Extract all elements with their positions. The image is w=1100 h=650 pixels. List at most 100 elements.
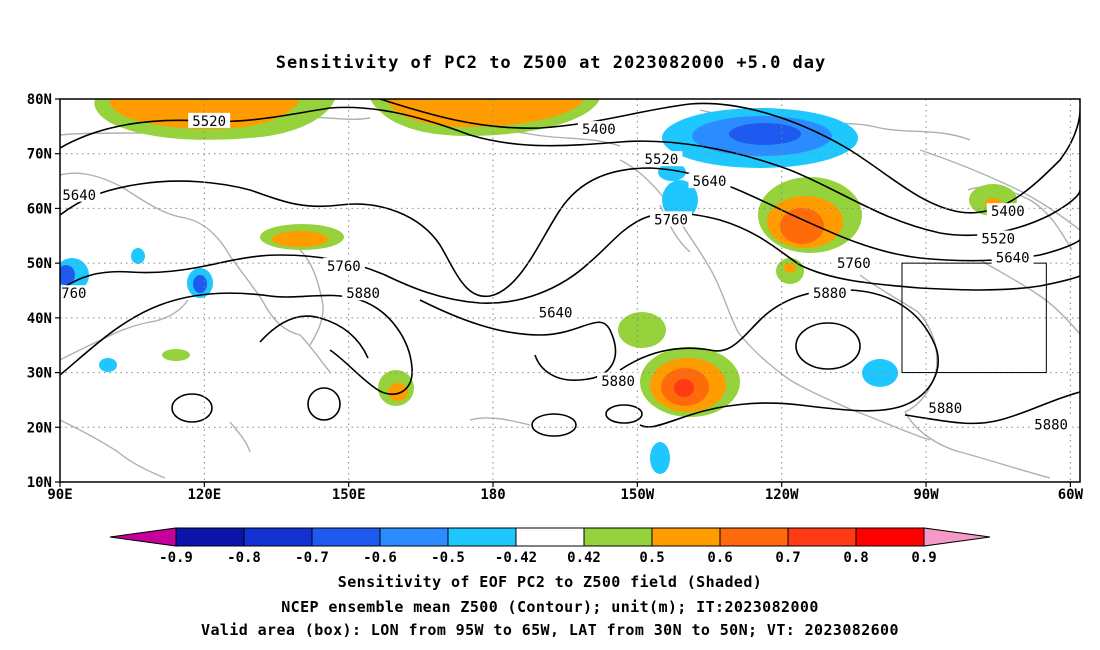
shade-alaska-negative <box>662 180 698 220</box>
contour-label-15: 5880 <box>601 374 635 390</box>
contour-label-2: 5520 <box>645 152 679 168</box>
lon-tick-label-4: 150W <box>620 487 654 503</box>
contour-label-bg-3 <box>60 186 101 202</box>
colorbar-label-0: -0.9 <box>159 550 193 566</box>
lat-tick-label-2: 60N <box>27 201 52 217</box>
contour-label-bg-16 <box>924 400 967 416</box>
colorbar-segment-9 <box>719 527 789 547</box>
shade-polar-negative-core <box>729 123 801 145</box>
footer-line-3: Valid area (box): LON from 95W to 65W, L… <box>201 621 899 639</box>
longitude-axis: 90E 120E 150E 180 150W 120W 90W 60W <box>47 482 1084 503</box>
colorbar-label-8: 0.6 <box>707 550 732 566</box>
contour-label-6: 5400 <box>991 204 1025 220</box>
lon-tick-label-7: 60W <box>1058 487 1084 503</box>
contour-5400 <box>379 99 1080 214</box>
contour-5880-b <box>419 299 617 381</box>
shade-mongolia-negative-core <box>193 275 207 293</box>
contour-5880-closed-5 <box>795 322 861 370</box>
contour-label-bg-0 <box>188 112 231 128</box>
contour-label-bg-15 <box>597 372 640 388</box>
shade-pacific-positive-peak <box>674 379 694 397</box>
footer-line-1: Sensitivity of EOF PC2 to Z500 field (Sh… <box>337 573 763 591</box>
contour-5880-closed-4 <box>605 404 643 424</box>
lat-tick-label-4: 40N <box>27 311 52 327</box>
shade-china-positive <box>162 349 190 361</box>
lat-tick-label-5: 30N <box>27 366 52 382</box>
shade-canada-positive-core <box>780 208 824 244</box>
contour-label-13: 5640 <box>539 305 573 321</box>
lat-tick-label-3: 50N <box>27 256 52 272</box>
colorbar-segment-5 <box>447 527 517 547</box>
shade-small-negative-2 <box>131 248 145 264</box>
contour-5520 <box>60 106 1080 237</box>
contour-label-7: 5520 <box>981 232 1015 248</box>
colorbar-segment-6 <box>515 527 585 547</box>
colorbar-segment-2 <box>243 527 313 547</box>
colorbar-label-7: 0.5 <box>639 550 664 566</box>
shade-mid-positive <box>618 312 666 348</box>
valid-area-box <box>901 262 1047 374</box>
colorbar-segment-8 <box>651 527 721 547</box>
contour-label-12: 5880 <box>346 286 380 302</box>
contour-label-11: 5760 <box>53 286 87 302</box>
colorbar-label-5: -0.42 <box>495 550 537 566</box>
lat-tick-label-6: 20N <box>27 420 52 436</box>
colorbar-label-2: -0.7 <box>295 550 329 566</box>
contour-label-10: 5760 <box>327 259 361 275</box>
contour-label-bg-14 <box>808 285 851 301</box>
lat-tick-label-1: 70N <box>27 147 52 163</box>
colorbar-label-6: 0.42 <box>567 550 601 566</box>
lon-tick-label-0: 90E <box>47 487 72 503</box>
contour-label-bg-17 <box>1030 416 1073 432</box>
contour-label-bg-12 <box>342 285 385 301</box>
contour-5880-d <box>904 391 1080 425</box>
shade-rockies-positive-core <box>784 263 796 273</box>
colorbar-label-1: -0.8 <box>227 550 261 566</box>
contour-5880-closed-2 <box>307 387 341 421</box>
valid-area-rect <box>901 262 1047 374</box>
colorbar-label-10: 0.8 <box>843 550 868 566</box>
map-frame <box>59 98 1081 483</box>
contour-label-bg-5 <box>650 211 693 227</box>
contour-5880-closed-3 <box>531 413 577 437</box>
contour-label-8: 5640 <box>996 251 1030 267</box>
contour-label-bg-7 <box>977 230 1020 246</box>
colorbar-label-3: -0.6 <box>363 550 397 566</box>
colorbar-segment-3 <box>311 527 381 547</box>
shade-westpac-positive-core <box>388 383 408 401</box>
shade-alaska-negative-2 <box>658 163 686 181</box>
contour-5760 <box>60 212 1080 304</box>
contour-label-bg-1 <box>577 121 620 137</box>
colorbar-label-9: 0.7 <box>775 550 800 566</box>
lat-tick-label-7: 10N <box>27 475 52 491</box>
latitude-axis: 80N 70N 60N 50N 40N 30N 20N 10N <box>27 92 60 491</box>
colorbar-label-11: 0.9 <box>911 550 936 566</box>
chart-title: Sensitivity of PC2 to Z500 at 2023082000… <box>276 53 827 73</box>
colorbar-segment-12 <box>923 527 991 547</box>
contour-label-14: 5880 <box>813 286 847 302</box>
contour-label-bg-6 <box>986 203 1029 219</box>
contour-label-bg-13 <box>534 304 577 320</box>
contour-label-17: 5880 <box>1034 418 1068 434</box>
contour-label-4: 5640 <box>693 174 727 190</box>
colorbar-segment-0 <box>109 527 177 547</box>
contour-5880-c <box>619 288 939 428</box>
shade-west-negative-core <box>60 265 75 285</box>
lat-tick-label-0: 80N <box>27 92 52 108</box>
lon-tick-label-2: 150E <box>332 487 366 503</box>
contour-label-bg-8 <box>991 249 1034 265</box>
lon-tick-label-6: 90W <box>913 487 939 503</box>
contour-label-16: 5880 <box>928 401 962 417</box>
colorbar-segment-7 <box>583 527 653 547</box>
colorbar-segment-1 <box>175 527 245 547</box>
contour-label-bg-9 <box>832 255 875 271</box>
contour-label-bg-2 <box>640 151 683 167</box>
shade-tropical-negative <box>650 442 670 474</box>
z500-contours <box>60 99 1080 437</box>
contour-label-bg-10 <box>322 257 365 273</box>
contour-label-9: 5760 <box>837 256 871 272</box>
shade-arctic-positive-2-core <box>385 99 585 127</box>
contour-labels: 5520 5400 5520 5640 5640 5760 5400 5520 5640 5760… <box>53 112 1073 434</box>
footer-line-2: NCEP ensemble mean Z500 (Contour); unit(… <box>281 598 819 616</box>
contour-5880-a <box>60 292 413 395</box>
